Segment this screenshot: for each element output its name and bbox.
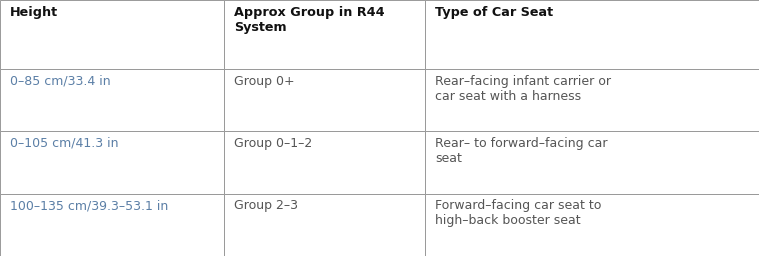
Bar [425, 69, 759, 131]
Bar [0, 69, 224, 131]
Bar [0, 0, 224, 69]
Text: Approx Group in R44
System: Approx Group in R44 System [234, 6, 384, 34]
Bar [425, 0, 759, 69]
Bar [425, 131, 759, 194]
Bar [0, 194, 224, 256]
Bar [224, 131, 425, 194]
Bar [224, 194, 425, 256]
Bar [0, 131, 224, 194]
Text: Height: Height [10, 6, 58, 19]
Bar [224, 69, 425, 131]
Text: Group 0–1–2: Group 0–1–2 [234, 137, 312, 150]
Text: Rear– to forward–facing car
seat: Rear– to forward–facing car seat [435, 137, 607, 165]
Text: 100–135 cm/39.3–53.1 in: 100–135 cm/39.3–53.1 in [10, 199, 168, 212]
Bar [425, 194, 759, 256]
Text: Group 2–3: Group 2–3 [234, 199, 298, 212]
Text: 0–85 cm/33.4 in: 0–85 cm/33.4 in [10, 75, 111, 88]
Text: 0–105 cm/41.3 in: 0–105 cm/41.3 in [10, 137, 118, 150]
Bar [224, 0, 425, 69]
Text: Group 0+: Group 0+ [234, 75, 294, 88]
Text: Type of Car Seat: Type of Car Seat [435, 6, 553, 19]
Text: Forward–facing car seat to
high–back booster seat: Forward–facing car seat to high–back boo… [435, 199, 601, 227]
Text: Rear–facing infant carrier or
car seat with a harness: Rear–facing infant carrier or car seat w… [435, 75, 611, 103]
